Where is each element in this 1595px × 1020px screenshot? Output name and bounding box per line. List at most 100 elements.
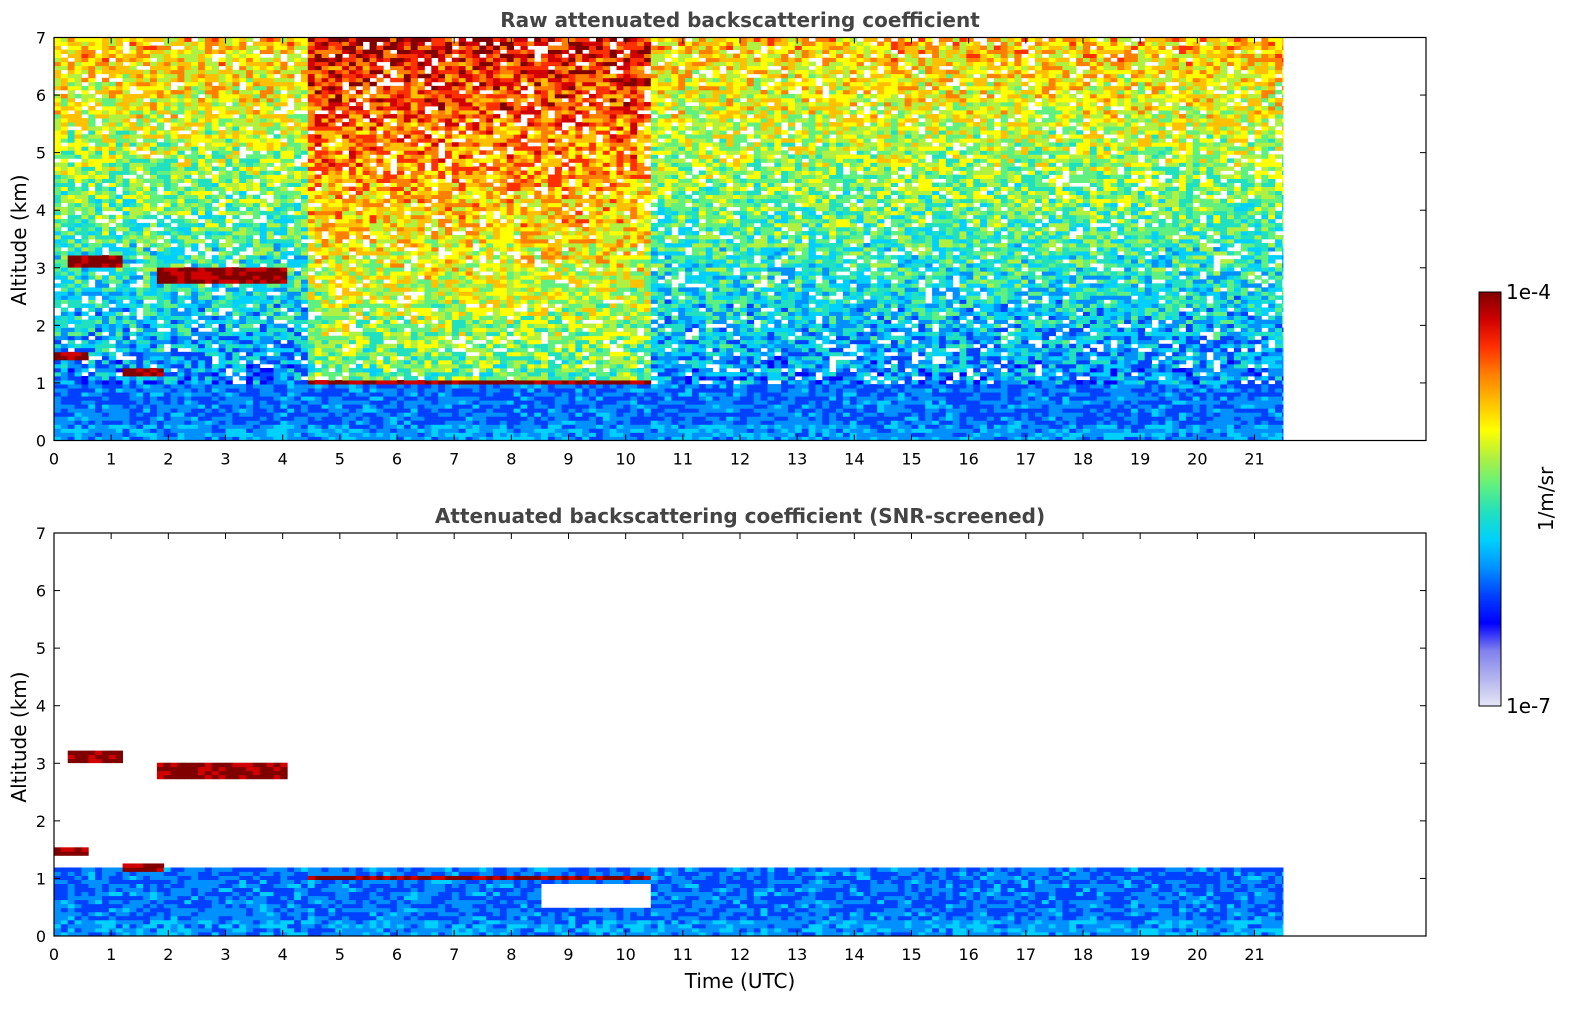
heatmap-cell bbox=[184, 323, 192, 329]
heatmap-cell bbox=[163, 363, 172, 369]
heatmap-cell bbox=[252, 239, 261, 244]
heatmap-cell bbox=[321, 371, 329, 377]
heatmap-cell bbox=[108, 202, 117, 208]
heatmap-cell bbox=[300, 45, 309, 50]
heatmap-cell bbox=[170, 110, 178, 115]
heatmap-cell bbox=[184, 110, 192, 115]
heatmap-cell bbox=[163, 53, 172, 59]
heatmap-cell bbox=[170, 376, 178, 381]
heatmap-cell bbox=[307, 138, 316, 143]
heatmap-cell bbox=[300, 271, 309, 276]
heatmap-cell bbox=[204, 81, 213, 87]
heatmap-cell bbox=[355, 408, 364, 413]
heatmap-cell bbox=[259, 138, 268, 143]
heatmap-cell bbox=[115, 130, 123, 135]
heatmap-cell bbox=[156, 283, 165, 288]
heatmap-cell bbox=[390, 380, 398, 385]
heatmap-cell bbox=[198, 130, 206, 135]
heatmap-cell bbox=[376, 412, 384, 417]
heatmap-cell bbox=[54, 234, 62, 240]
heatmap-cell bbox=[300, 255, 309, 260]
heatmap-cell bbox=[294, 371, 302, 377]
heatmap-cell bbox=[74, 400, 82, 405]
heatmap-cell bbox=[342, 174, 350, 179]
heatmap-cell bbox=[198, 343, 206, 349]
heatmap-cell bbox=[60, 275, 69, 280]
heatmap-cell bbox=[60, 347, 69, 353]
heatmap-cell bbox=[369, 315, 377, 320]
heatmap-cell bbox=[198, 85, 206, 91]
heatmap-cell bbox=[383, 319, 391, 325]
heatmap-cell bbox=[362, 174, 370, 179]
heatmap-cell bbox=[218, 118, 226, 123]
heatmap-cell bbox=[156, 436, 165, 441]
heatmap-cell bbox=[307, 255, 316, 260]
heatmap-cell bbox=[204, 287, 213, 292]
heatmap-cell bbox=[259, 210, 268, 216]
heatmap-cell bbox=[348, 359, 357, 365]
heatmap-cell bbox=[156, 359, 165, 365]
heatmap-cell bbox=[95, 339, 103, 345]
heatmap-cell bbox=[376, 287, 384, 292]
heatmap-cell bbox=[136, 376, 144, 381]
heatmap-cell bbox=[252, 283, 261, 288]
heatmap-cell bbox=[280, 166, 288, 171]
heatmap-cell bbox=[191, 424, 199, 429]
heatmap-cell bbox=[328, 404, 336, 409]
heatmap-cell bbox=[129, 271, 137, 276]
heatmap-cell bbox=[95, 359, 103, 365]
heatmap-cell bbox=[108, 182, 117, 188]
heatmap-cell bbox=[307, 432, 316, 437]
heatmap-cell bbox=[232, 146, 240, 151]
heatmap-cell bbox=[273, 283, 281, 288]
heatmap-cell bbox=[225, 130, 233, 135]
heatmap-cell bbox=[163, 339, 172, 345]
heatmap-cell bbox=[376, 351, 384, 357]
heatmap-cell bbox=[280, 251, 288, 256]
heatmap-cell bbox=[177, 263, 185, 268]
heatmap-cell bbox=[67, 319, 75, 325]
heatmap-cell bbox=[280, 436, 288, 441]
heatmap-cell bbox=[122, 404, 130, 409]
heatmap-cell bbox=[314, 53, 322, 59]
heatmap-cell bbox=[376, 214, 384, 220]
heatmap-cell bbox=[259, 114, 268, 119]
heatmap-cell bbox=[191, 239, 199, 244]
heatmap-cell bbox=[390, 428, 398, 433]
heatmap-cell bbox=[300, 363, 309, 369]
heatmap-cell bbox=[60, 85, 69, 91]
heatmap-cell bbox=[246, 351, 254, 357]
heatmap-cell bbox=[150, 118, 158, 123]
heatmap-cell bbox=[122, 114, 130, 119]
heatmap-cell bbox=[129, 428, 137, 433]
heatmap-cell bbox=[163, 380, 172, 385]
heatmap-cell bbox=[410, 73, 418, 79]
heatmap-cell bbox=[81, 380, 89, 385]
heatmap-cell bbox=[177, 267, 185, 272]
heatmap-cell bbox=[403, 130, 412, 135]
heatmap-cell bbox=[88, 114, 96, 119]
heatmap-cell bbox=[81, 65, 89, 71]
heatmap-cell bbox=[383, 130, 391, 135]
heatmap-cell bbox=[362, 170, 370, 175]
heatmap-cell bbox=[335, 57, 343, 63]
heatmap-cell bbox=[81, 363, 89, 369]
heatmap-cell bbox=[239, 363, 247, 369]
heatmap-cell bbox=[424, 400, 432, 405]
heatmap-cell bbox=[198, 335, 206, 341]
heatmap-cell bbox=[177, 53, 185, 59]
heatmap-cell bbox=[273, 436, 281, 441]
heatmap-cell bbox=[108, 424, 117, 429]
heatmap-cell bbox=[369, 198, 377, 204]
heatmap-cell bbox=[383, 53, 391, 59]
heatmap-cell bbox=[108, 226, 117, 232]
heatmap-cell bbox=[369, 214, 377, 220]
heatmap-cell bbox=[335, 428, 343, 433]
heatmap-cell bbox=[239, 93, 247, 99]
heatmap-cell bbox=[81, 347, 89, 353]
heatmap-cell bbox=[342, 299, 350, 304]
heatmap-cell bbox=[239, 319, 247, 325]
heatmap-cell bbox=[184, 186, 192, 192]
heatmap-cell bbox=[232, 355, 240, 361]
heatmap-cell bbox=[266, 218, 274, 224]
